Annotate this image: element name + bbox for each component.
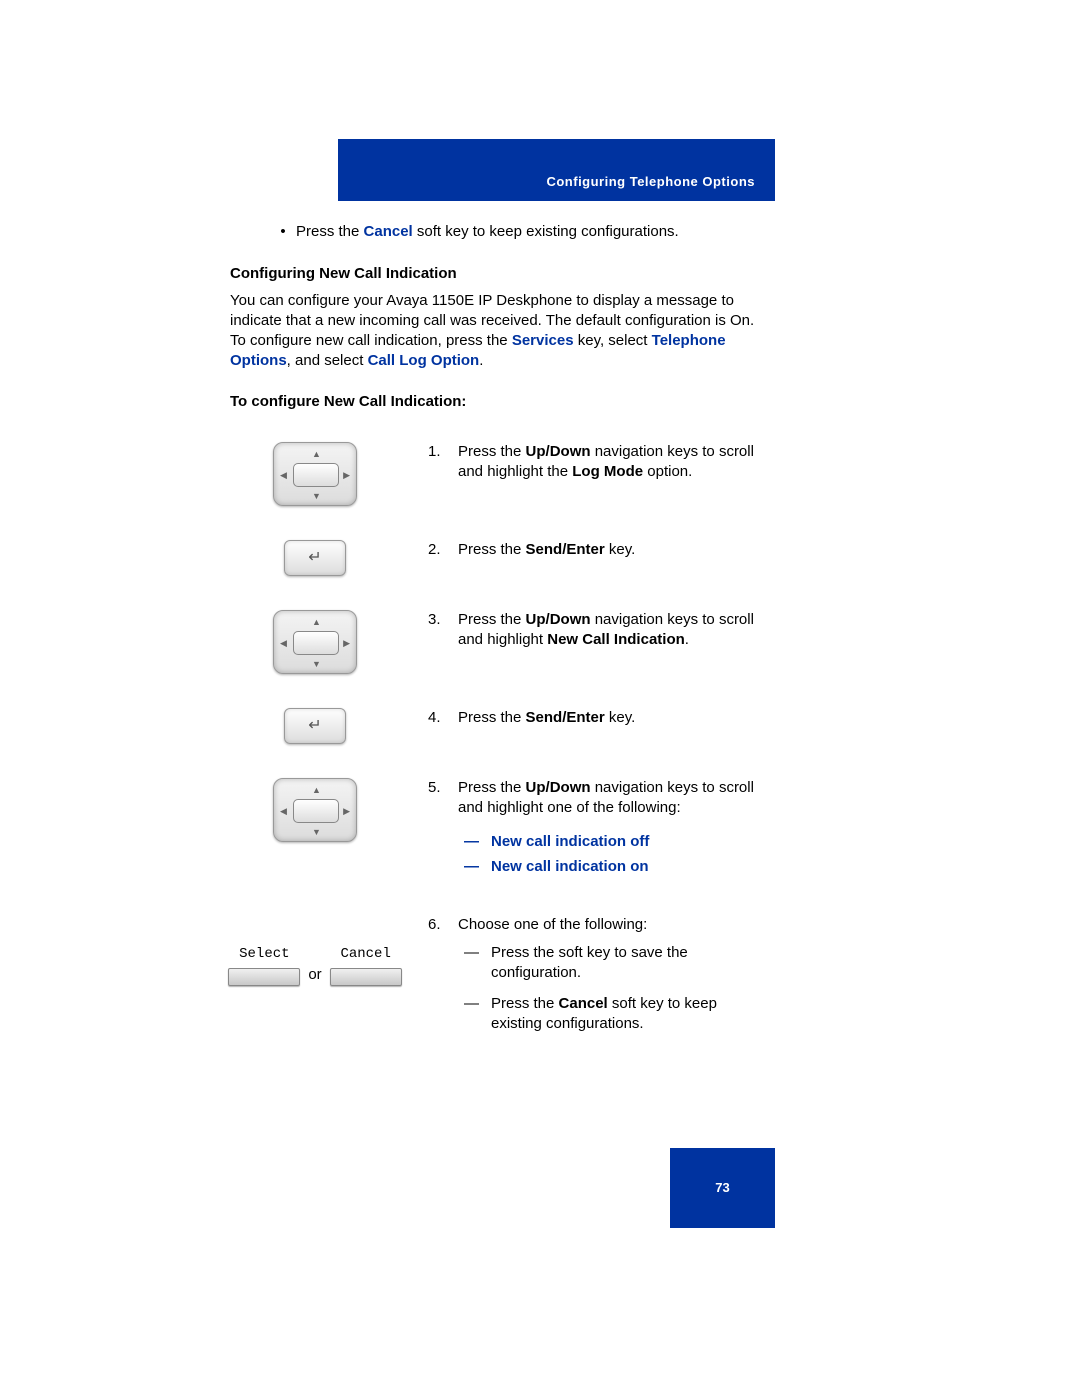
send-enter-key-icon: ↵ — [284, 708, 346, 744]
step-6-text: 6. Choose one of the following: — Press … — [428, 915, 770, 1044]
call-log-option-ref: Call Log Option — [368, 352, 480, 369]
or-text: or — [308, 965, 321, 985]
intro-bullet: • Press the Cancel soft key to keep exis… — [280, 222, 770, 242]
section-heading: Configuring New Call Indication — [230, 264, 770, 284]
step-body: Press the Send/Enter key. — [458, 540, 635, 560]
step-2: ↵ 2. Press the Send/Enter key. — [230, 540, 770, 576]
intro-prefix: Press the — [296, 223, 364, 240]
para-p3: , and select — [287, 352, 368, 369]
intro-text: Press the Cancel soft key to keep existi… — [296, 222, 679, 242]
send-enter-key-icon: ↵ — [284, 540, 346, 576]
nav-key-icon: ▲▼ ◀▶ ↵ — [230, 442, 400, 506]
cancel-key-ref: Cancel — [364, 223, 413, 240]
navigation-key-icon: ▲▼ ◀▶ ↵ — [273, 442, 357, 506]
step-1: ▲▼ ◀▶ ↵ 1. Press the Up/Down navigation … — [230, 442, 770, 506]
step-body: Press the Send/Enter key. — [458, 708, 635, 728]
enter-key-icon: ↵ — [230, 540, 400, 576]
option-on: — New call indication on — [464, 857, 770, 877]
header-title: Configuring Telephone Options — [546, 173, 755, 191]
services-key-ref: Services — [512, 332, 574, 349]
new-call-indication-ref: New Call Indication — [547, 631, 685, 648]
cancel-ref: Cancel — [559, 995, 608, 1012]
navigation-key-icon: ▲▼ ◀▶ ↵ — [273, 778, 357, 842]
dash-item-cancel: — Press the Cancel soft key to keep exis… — [464, 994, 770, 1035]
step-1-text: 1. Press the Up/Down navigation keys to … — [428, 442, 770, 483]
sendenter-ref: Send/Enter — [526, 541, 605, 558]
step-3-text: 3. Press the Up/Down navigation keys to … — [428, 610, 770, 651]
content-area: • Press the Cancel soft key to keep exis… — [230, 222, 770, 1044]
header-bar: Configuring Telephone Options — [338, 139, 775, 201]
softkey-group: Select or Cancel — [228, 945, 401, 986]
intro-suffix: soft key to keep existing configurations… — [413, 223, 679, 240]
dash-icon: — — [464, 832, 479, 852]
para-p2: key, select — [574, 332, 652, 349]
logmode-ref: Log Mode — [572, 463, 643, 480]
navigation-key-icon: ▲▼ ◀▶ ↵ — [273, 610, 357, 674]
step-number: 2. — [428, 540, 448, 560]
updown-ref: Up/Down — [526, 779, 591, 796]
sendenter-ref: Send/Enter — [526, 709, 605, 726]
step-number: 1. — [428, 442, 448, 483]
dash-text: Press the soft key to save the configura… — [491, 943, 770, 984]
step-body: Press the Up/Down navigation keys to scr… — [458, 442, 770, 483]
step-number: 5. — [428, 778, 448, 881]
step-5-text: 5. Press the Up/Down navigation keys to … — [428, 778, 770, 881]
step-4: ↵ 4. Press the Send/Enter key. — [230, 708, 770, 744]
step-6: Select or Cancel 6. Choose one of the fo… — [230, 915, 770, 1044]
select-label: Select — [239, 945, 289, 964]
select-softkey: Select — [228, 945, 300, 986]
footer-page-block: 73 — [670, 1148, 775, 1228]
dash-text: Press the Cancel soft key to keep existi… — [491, 994, 770, 1035]
dash-list: — Press the soft key to save the configu… — [458, 943, 770, 1034]
updown-ref: Up/Down — [526, 611, 591, 628]
select-button-icon — [228, 968, 300, 986]
dash-icon: — — [464, 857, 479, 877]
step-4-text: 4. Press the Send/Enter key. — [428, 708, 770, 728]
dash-icon: — — [464, 994, 479, 1035]
opt-on-label: New call indication on — [491, 857, 649, 877]
enter-key-icon: ↵ — [230, 708, 400, 744]
step-number: 6. — [428, 915, 448, 1044]
step-number: 4. — [428, 708, 448, 728]
page-number: 73 — [715, 1179, 729, 1197]
step-number: 3. — [428, 610, 448, 651]
dash-icon: — — [464, 943, 479, 984]
option-list: — New call indication off — New call ind… — [458, 832, 770, 877]
cancel-softkey: Cancel — [330, 945, 402, 986]
step-body: Press the Up/Down navigation keys to scr… — [458, 610, 770, 651]
step-2-text: 2. Press the Send/Enter key. — [428, 540, 770, 560]
step-body: Choose one of the following: — Press the… — [458, 915, 770, 1044]
opt-off-label: New call indication off — [491, 832, 649, 852]
para-p4: . — [479, 352, 483, 369]
step-3: ▲▼ ◀▶ ↵ 3. Press the Up/Down navigation … — [230, 610, 770, 674]
cancel-label: Cancel — [340, 945, 390, 964]
steps-list: ▲▼ ◀▶ ↵ 1. Press the Up/Down navigation … — [230, 442, 770, 1044]
sub-heading: To configure New Call Indication: — [230, 392, 770, 412]
softkey-icons: Select or Cancel — [230, 945, 400, 986]
updown-ref: Up/Down — [526, 443, 591, 460]
document-page: Configuring Telephone Options • Press th… — [0, 0, 1080, 1397]
option-off: — New call indication off — [464, 832, 770, 852]
step-5: ▲▼ ◀▶ ↵ 5. Press the Up/Down navigation … — [230, 778, 770, 881]
cancel-button-icon — [330, 968, 402, 986]
section-paragraph: You can configure your Avaya 1150E IP De… — [230, 291, 770, 372]
dash-item-select: — Press the soft key to save the configu… — [464, 943, 770, 984]
nav-key-icon: ▲▼ ◀▶ ↵ — [230, 778, 400, 842]
step-body: Press the Up/Down navigation keys to scr… — [458, 778, 770, 881]
bullet-dot: • — [280, 222, 286, 242]
nav-key-icon: ▲▼ ◀▶ ↵ — [230, 610, 400, 674]
step-6-lead: Choose one of the following: — [458, 916, 647, 933]
